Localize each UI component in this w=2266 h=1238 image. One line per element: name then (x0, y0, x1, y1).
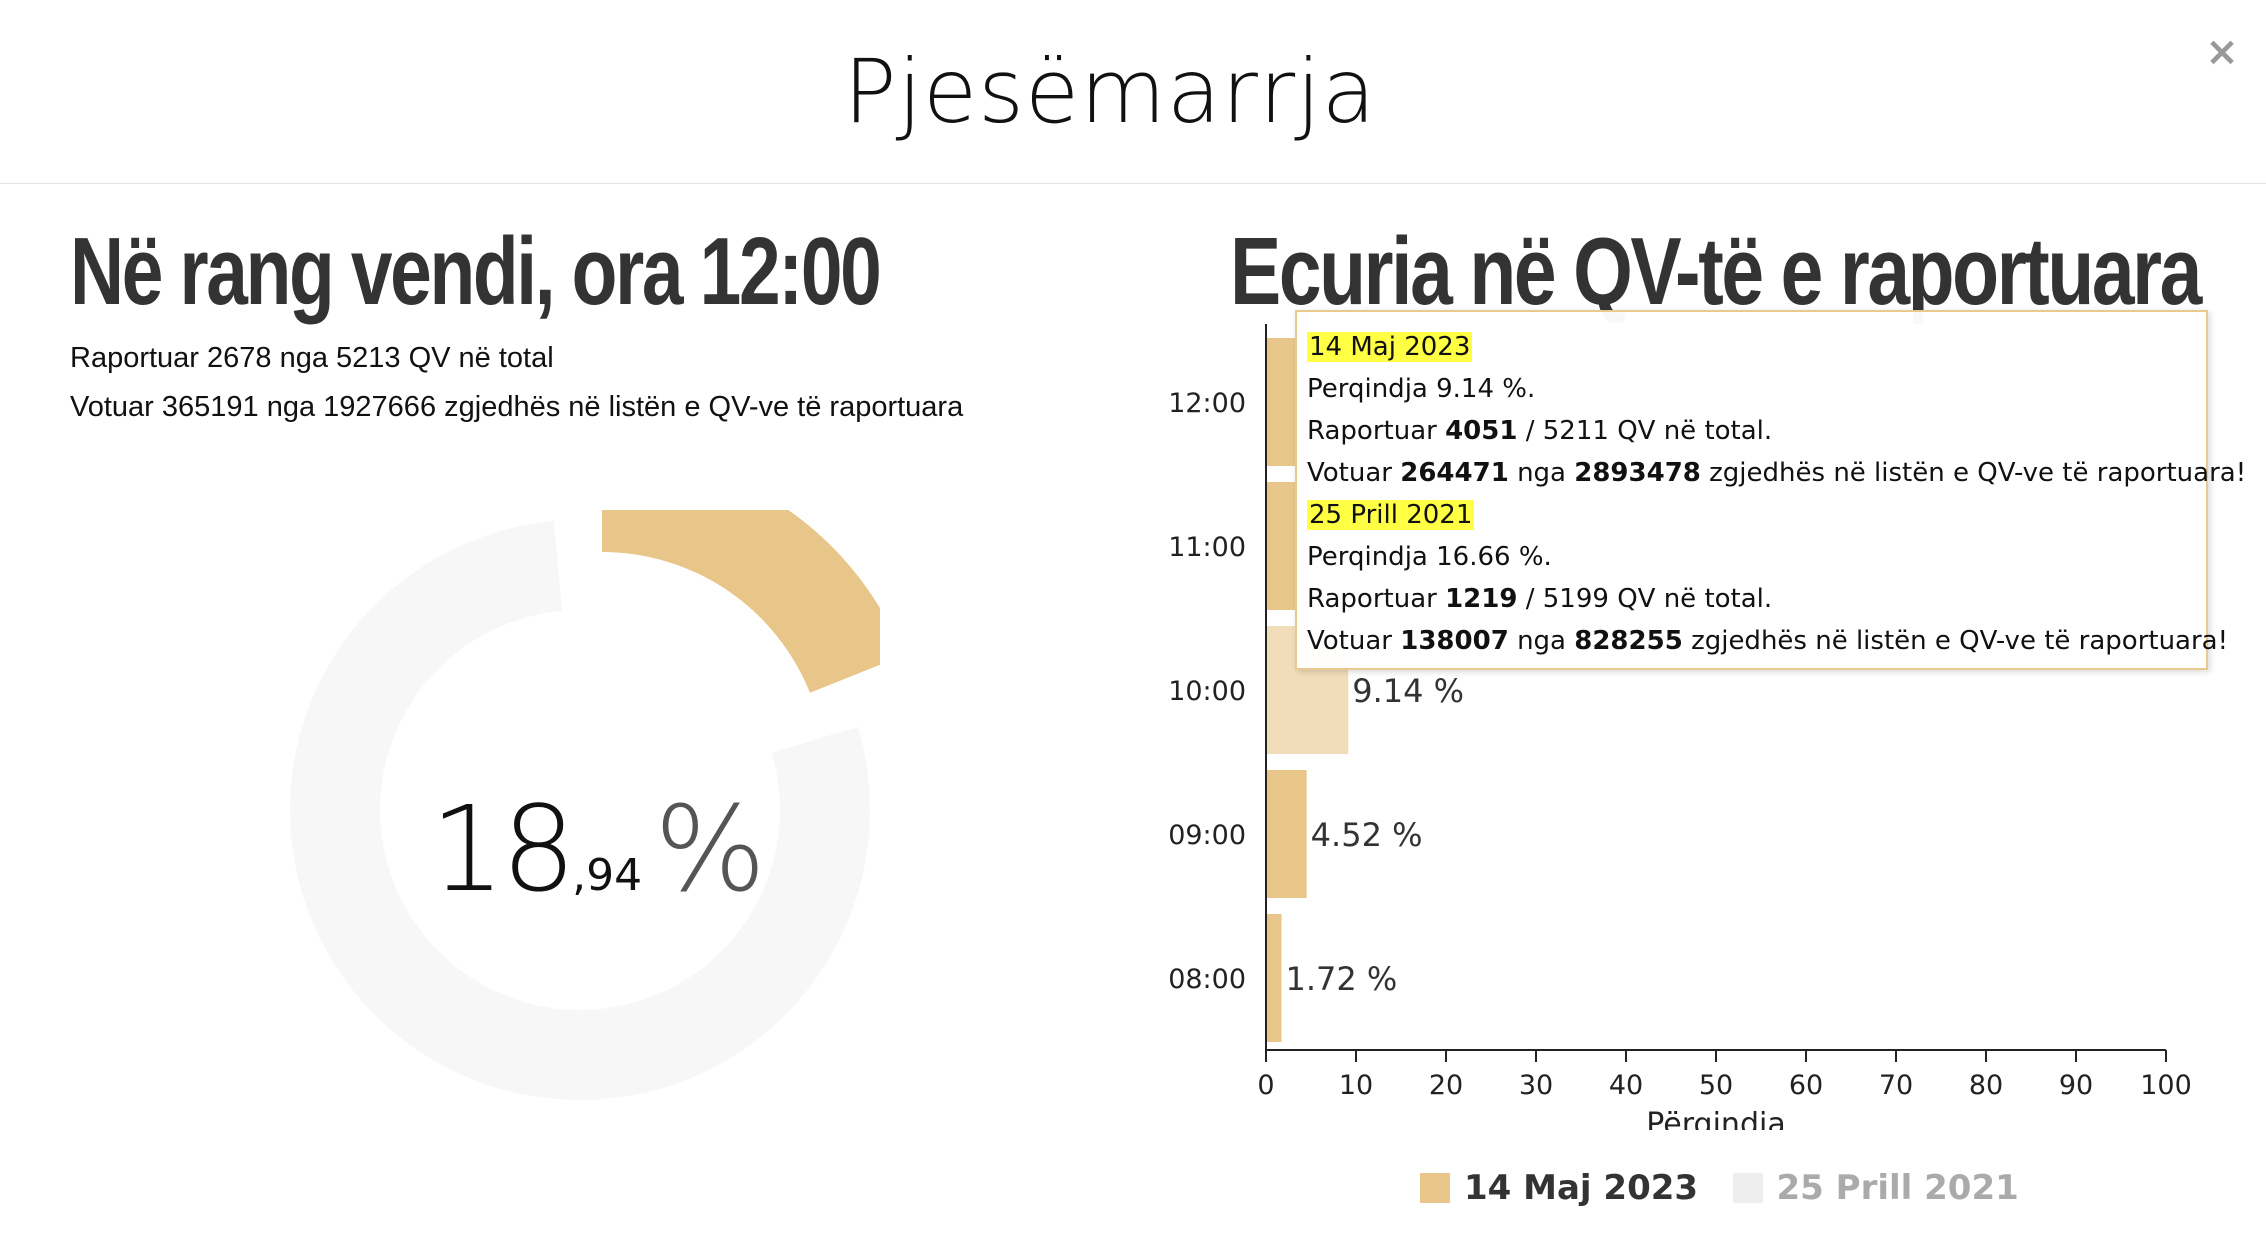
x-tick-label: 0 (1257, 1070, 1274, 1101)
bar-data-label: 9.14 % (1352, 672, 1464, 710)
x-tick-label: 20 (1429, 1070, 1463, 1101)
bar-2023[interactable] (1266, 914, 1282, 1042)
tooltip-date-2021: 25 Prill 2021 (1307, 500, 1475, 530)
x-tick-label: 30 (1519, 1070, 1553, 1101)
x-tick-label: 40 (1609, 1070, 1643, 1101)
chart-tooltip: 14 Maj 2023 Perqindja 9.14 %. Raportuar … (1295, 310, 2247, 670)
x-tick-label: 90 (2059, 1070, 2093, 1101)
y-tick-label: 08:00 (1168, 964, 1246, 995)
y-tick-label: 12:00 (1168, 388, 1246, 419)
close-button[interactable]: × (2200, 30, 2244, 74)
donut-remaining-arc (290, 521, 871, 1100)
bar-2023[interactable] (1266, 338, 1296, 466)
progress-title: Ecuria në QV-të e raportuara (1230, 218, 2202, 325)
turnout-donut (290, 510, 880, 1100)
x-tick-label: 80 (1969, 1070, 2003, 1101)
y-tick-label: 11:00 (1168, 532, 1246, 563)
y-tick-label: 09:00 (1168, 820, 1246, 851)
tooltip-reported-2021: Raportuar 1219 / 5199 QV në total. (1307, 584, 1773, 614)
turnout-bar-chart: 12:00 11:00 10:00 9.14 % 09:00 4.52 % 08:00 1.7… (1168, 324, 2192, 1130)
x-tick-label: 100 (2140, 1070, 2192, 1101)
tooltip-voted-2023: Votuar 264471 nga 2893478 zgjedhës në li… (1307, 458, 2247, 488)
legend-item-2023[interactable]: 14 Maj 2023 (1420, 1168, 1698, 1208)
x-tick-label: 50 (1699, 1070, 1733, 1101)
donut-turnout-arc[interactable] (602, 510, 880, 693)
bar-2023[interactable] (1266, 770, 1307, 898)
chart-legend: 14 Maj 2023 25 Prill 2021 (1420, 1168, 2049, 1208)
x-axis-label: Përqindja (1646, 1107, 1785, 1130)
tooltip-pct-2023: Perqindja 9.14 %. (1307, 374, 1536, 404)
voted-count-text: Votuar 365191 nga 1927666 zgjedhës në li… (70, 391, 964, 423)
turnout-integer: 18 (430, 780, 576, 918)
tooltip-voted-2021: Votuar 138007 nga 828255 zgjedhës në lis… (1307, 626, 2229, 656)
legend-label-2023: 14 Maj 2023 (1464, 1168, 1699, 1208)
tooltip-reported-2023: Raportuar 4051 / 5211 QV në total. (1307, 416, 1773, 446)
percent-sign: % (654, 780, 767, 918)
bar-data-label: 4.52 % (1311, 816, 1423, 854)
national-turnout-title: Në rang vendi, ora 12:00 (70, 218, 882, 325)
modal-header: Pjesëmarrja × (0, 0, 2266, 184)
bar-2023[interactable] (1266, 482, 1296, 610)
x-tick-label: 70 (1879, 1070, 1913, 1101)
reported-stations-text: Raportuar 2678 nga 5213 QV në total (70, 342, 554, 374)
bar-data-label: 1.72 % (1285, 960, 1397, 998)
legend-swatch-2023 (1420, 1173, 1450, 1203)
x-tick-label: 10 (1339, 1070, 1373, 1101)
y-tick-label: 10:00 (1168, 676, 1246, 707)
turnout-decimal: ,94 (572, 850, 643, 901)
turnout-percentage: 18,94% (430, 780, 766, 918)
legend-item-2021[interactable]: 25 Prill 2021 (1732, 1168, 2019, 1208)
legend-label-2021: 25 Prill 2021 (1776, 1168, 2019, 1208)
x-tick-label: 60 (1789, 1070, 1823, 1101)
modal-title: Pjesëmarrja (843, 40, 1377, 143)
legend-swatch-2021 (1732, 1173, 1763, 1203)
tooltip-pct-2021: Perqindja 16.66 %. (1307, 542, 1552, 572)
tooltip-date-2023: 14 Maj 2023 (1307, 332, 1473, 362)
